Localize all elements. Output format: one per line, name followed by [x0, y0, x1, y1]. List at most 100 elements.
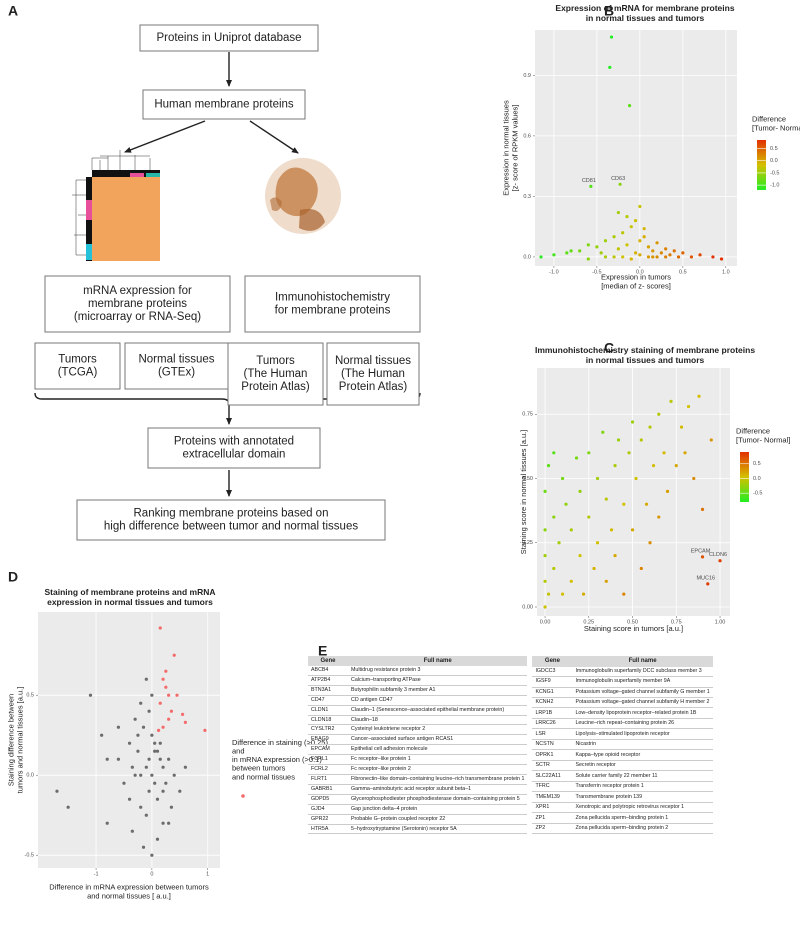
- table-row: GDPD5 Glycerophosphodiester phosphodieste…: [308, 794, 528, 805]
- y-tick-label: 0.3: [523, 194, 531, 200]
- colorbar-tick-label: 0.5: [753, 461, 761, 467]
- full-name-cell: Lipolysis–stimulated lipoprotein recepto…: [572, 728, 713, 740]
- full-name-cell: Fibronectin–like domain–containing leuci…: [348, 774, 528, 785]
- data-point: [589, 184, 593, 188]
- data-point: [569, 579, 573, 583]
- data-point: [629, 225, 633, 229]
- data-point: [116, 725, 120, 729]
- gene-cell: NCSTN: [532, 739, 573, 751]
- gene-cell: IGSF9: [532, 676, 573, 688]
- data-point: [622, 502, 626, 506]
- panel-label: C: [604, 340, 614, 356]
- full-name-cell: Kappa–type opioid receptor: [572, 749, 713, 761]
- table-row: GABRB1 Gamma–aminobutyric acid receptor s…: [308, 784, 528, 795]
- full-name-cell: Xenotropic and polytropic retrovirus rec…: [572, 802, 713, 814]
- gene-cell: HTR5A: [308, 824, 348, 835]
- full-name-cell: 5–hydroxytryptamine (Serotonin) receptor…: [348, 824, 528, 835]
- table-row: EBAG9 Cancer–associated surface antigen R…: [308, 734, 528, 746]
- gene-cell: BTN3A1: [308, 685, 348, 696]
- data-point: [629, 257, 633, 261]
- x-tick-label: -1: [94, 871, 99, 877]
- data-point: [100, 733, 104, 737]
- table-row: LRRC26 Leucine–rich repeat–containing pro…: [532, 718, 713, 730]
- x-axis-label: Difference in mRNA expression between tu…: [49, 883, 209, 901]
- flow-box: [34, 342, 121, 390]
- header-row: Gene Full name: [308, 656, 528, 666]
- data-point: [642, 227, 646, 231]
- table-row: IGDCC3 Immunoglobulin superfamily DCC sub…: [532, 666, 713, 678]
- data-point: [646, 245, 651, 249]
- data-point: [150, 693, 154, 697]
- data-point: [592, 566, 596, 571]
- data-point: [158, 757, 162, 761]
- gene-cell: LRP1B: [532, 707, 573, 719]
- colorbar: [740, 452, 749, 502]
- data-point: [697, 394, 701, 398]
- y-axis-label: Staining difference betweentumors and no…: [7, 687, 25, 794]
- data-point: [613, 554, 617, 558]
- data-point: [164, 781, 168, 785]
- data-point: [586, 243, 590, 247]
- data-point: [616, 247, 620, 251]
- data-point: [625, 214, 629, 219]
- y-tick-label: 0.0: [26, 773, 34, 779]
- data-point: [599, 251, 603, 255]
- data-point: [560, 476, 565, 481]
- data-point: [153, 781, 157, 785]
- data-point: [659, 251, 663, 255]
- y-tick-label: 0.9: [523, 73, 531, 79]
- full-name-cell: Transferrin receptor protein 1: [572, 781, 713, 793]
- data-point: [648, 425, 652, 429]
- full-name-cell: Low–density lipoprotein receptor–related…: [572, 707, 713, 719]
- data-point: [147, 789, 151, 793]
- data-point: [618, 182, 622, 186]
- data-point: [609, 35, 614, 39]
- data-point: [169, 709, 174, 713]
- flow-box: [142, 89, 306, 120]
- x-tick-label: 0.5: [679, 269, 687, 275]
- data-point: [674, 464, 678, 468]
- gene-cell: FCRL2: [308, 764, 348, 775]
- data-point: [630, 420, 635, 424]
- data-point: [150, 733, 154, 737]
- data-point: [180, 712, 185, 717]
- data-point: [627, 451, 631, 455]
- full-name-cell: Nicastrin: [572, 739, 713, 751]
- full-name-cell: Secretin receptor: [572, 760, 713, 772]
- full-name-cell: Immunoglobulin superfamily DCC subclass …: [572, 666, 713, 678]
- data-point: [669, 399, 673, 404]
- data-point: [139, 701, 143, 705]
- plot-background: [38, 612, 220, 868]
- gene-cell: ATP2B4: [308, 675, 348, 686]
- data-point: [552, 515, 556, 519]
- y-tick-label: 0.00: [522, 604, 533, 610]
- flow-node-label: Normal tissues (GTEx): [138, 353, 214, 378]
- flow-node-label: Proteins with annotated extracellular dom…: [174, 435, 294, 460]
- x-tick-label: 0: [150, 871, 153, 877]
- full-name-cell: Fc receptor–like protein 2: [348, 764, 528, 775]
- full-name-cell: Zona pellucida sperm–binding protein 1: [572, 812, 713, 824]
- colorbar-tick-label: -0.5: [753, 491, 762, 497]
- colorbar-tick-label: 0.0: [770, 158, 778, 164]
- data-point: [679, 425, 684, 429]
- full-name-cell: Probable G–protein coupled receptor 22: [348, 814, 528, 825]
- gene-cell: KCNG1: [532, 687, 573, 699]
- data-point: [664, 247, 668, 251]
- data-point: [700, 507, 705, 511]
- data-point: [546, 464, 551, 468]
- data-point: [155, 797, 160, 801]
- table-row: LRP1B Low–density lipoprotein receptor–re…: [532, 707, 713, 719]
- data-point: [655, 255, 659, 259]
- data-point: [136, 749, 140, 753]
- data-point: [158, 701, 162, 705]
- data-point: [630, 528, 635, 532]
- y-tick-label: -0.5: [25, 853, 34, 859]
- y-tick-label: 0.50: [522, 476, 533, 482]
- data-point: [657, 412, 661, 416]
- data-point: [604, 579, 608, 583]
- x-tick-label: 0.75: [671, 619, 682, 625]
- data-point: [172, 653, 176, 657]
- data-point: [543, 554, 547, 558]
- gene-cell: GABRB1: [308, 784, 348, 795]
- gene-cell: XPR1: [532, 802, 573, 814]
